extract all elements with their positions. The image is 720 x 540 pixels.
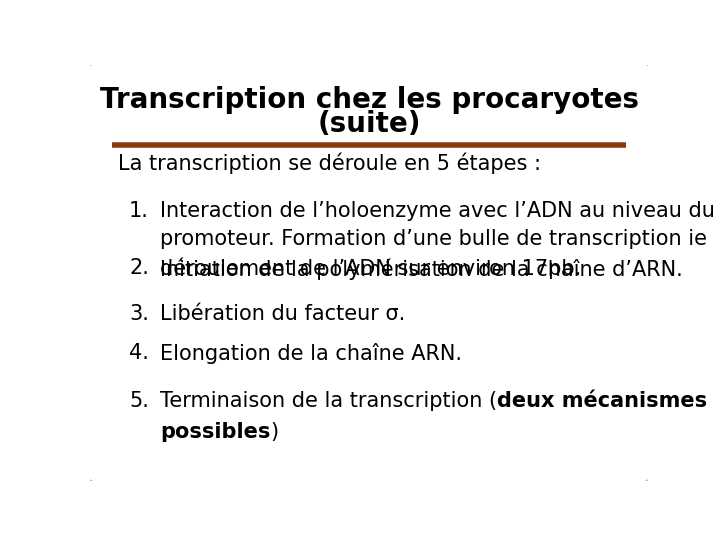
Text: 5.: 5. <box>129 391 149 411</box>
Text: Libération du facteur σ.: Libération du facteur σ. <box>160 304 405 324</box>
Text: (suite): (suite) <box>318 110 420 138</box>
Text: Interaction de l’holoenzyme avec l’ADN au niveau du
promoteur. Formation d’une b: Interaction de l’holoenzyme avec l’ADN a… <box>160 201 715 279</box>
Text: 3.: 3. <box>129 304 149 324</box>
Text: 4.: 4. <box>129 343 149 363</box>
Text: Transcription chez les procaryotes: Transcription chez les procaryotes <box>99 86 639 114</box>
Text: Initiation de la polymérisation de la chaîne d’ARN.: Initiation de la polymérisation de la ch… <box>160 258 683 280</box>
Text: possibles: possibles <box>160 422 270 442</box>
Text: deux mécanismes: deux mécanismes <box>497 391 707 411</box>
Text: 2.: 2. <box>129 258 149 278</box>
Text: Elongation de la chaîne ARN.: Elongation de la chaîne ARN. <box>160 343 462 364</box>
FancyBboxPatch shape <box>87 63 651 483</box>
Text: ): ) <box>270 422 278 442</box>
Text: La transcription se déroule en 5 étapes :: La transcription se déroule en 5 étapes … <box>118 153 541 174</box>
Text: Terminaison de la transcription (: Terminaison de la transcription ( <box>160 391 497 411</box>
Text: 1.: 1. <box>129 201 149 221</box>
